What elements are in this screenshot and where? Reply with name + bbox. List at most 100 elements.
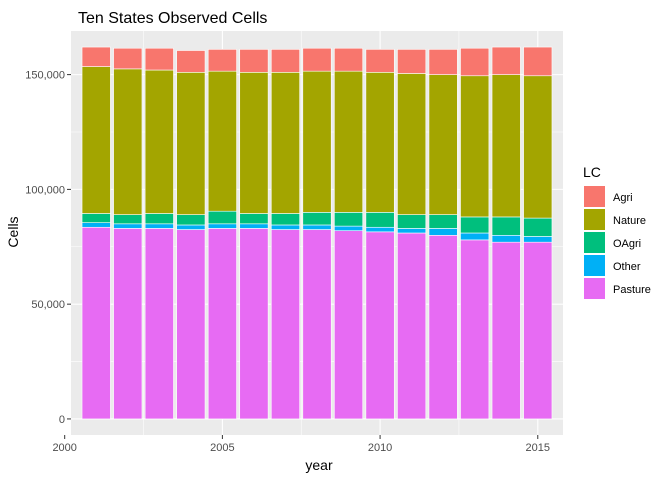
y-tick-label: 50,000: [31, 299, 65, 311]
bar-segment-nature-2010: [365, 72, 395, 213]
bar-segment-nature-2006: [239, 72, 269, 214]
x-axis-title: year: [305, 457, 333, 473]
bar-segment-pasture-2008: [302, 229, 332, 420]
legend-label-pasture: Pasture: [613, 284, 651, 296]
bar-segment-agri-2002: [113, 47, 143, 70]
bar-segment-oagri-2013: [460, 216, 490, 234]
bar-segment-other-2012: [428, 228, 458, 236]
bar-segment-pasture-2002: [113, 228, 143, 420]
legend: LC Agri Nature OAgri Other Pasture: [583, 164, 651, 299]
bar-segment-pasture-2011: [397, 232, 427, 420]
bar-segment-pasture-2014: [491, 241, 521, 420]
bar-segment-agri-2007: [270, 49, 300, 73]
bar-segment-oagri-2012: [428, 214, 458, 229]
bar-segment-nature-2005: [207, 70, 237, 212]
bar-segment-nature-2012: [428, 74, 458, 215]
bar-segment-other-2004: [176, 224, 206, 230]
axes-group: 2000 2005 2010 2015 0 50,000 100,000 150,000: [25, 70, 550, 454]
bar-segment-oagri-2010: [365, 212, 395, 228]
bar-segment-pasture-2006: [239, 228, 269, 420]
bar-segment-other-2011: [397, 228, 427, 234]
bar-segment-agri-2003: [144, 47, 174, 71]
y-tick-label: 0: [59, 414, 65, 426]
bar-segment-oagri-2008: [302, 212, 332, 226]
bar-segment-oagri-2009: [334, 212, 364, 227]
bar-segment-agri-2006: [239, 49, 269, 73]
x-tick-label: 2010: [368, 442, 392, 454]
bar-segment-pasture-2005: [207, 228, 237, 420]
bar-segment-pasture-2007: [270, 229, 300, 420]
bar-segment-agri-2013: [460, 47, 490, 77]
bar-segment-agri-2001: [81, 46, 111, 67]
bar-segment-oagri-2004: [176, 214, 206, 226]
bar-segment-agri-2009: [334, 47, 364, 72]
bar-segment-other-2008: [302, 224, 332, 230]
bar-segment-nature-2013: [460, 75, 490, 218]
bar-segment-oagri-2015: [523, 217, 553, 237]
bar-segment-other-2009: [334, 225, 364, 232]
x-tick-label: 2015: [526, 442, 550, 454]
bar-segment-nature-2002: [113, 68, 143, 215]
bar-segment-pasture-2003: [144, 228, 174, 420]
bar-segment-nature-2007: [270, 72, 300, 214]
bar-segment-agri-2014: [491, 46, 521, 75]
bars-group: [81, 46, 553, 420]
bar-segment-other-2015: [523, 236, 553, 243]
bar-segment-nature-2003: [144, 69, 174, 214]
bar-segment-oagri-2002: [113, 214, 143, 225]
bar-segment-agri-2012: [428, 49, 458, 75]
legend-key-other: [584, 255, 605, 276]
bar-segment-pasture-2013: [460, 239, 490, 420]
bar-segment-other-2013: [460, 232, 490, 241]
legend-key-nature: [584, 209, 605, 230]
x-tick-label: 2000: [52, 442, 76, 454]
legend-key-pasture: [584, 278, 605, 299]
legend-label-other: Other: [613, 261, 641, 273]
bar-segment-nature-2004: [176, 72, 206, 215]
bar-segment-agri-2004: [176, 50, 206, 73]
bar-segment-agri-2015: [523, 46, 553, 77]
bar-segment-other-2007: [270, 224, 300, 230]
bar-segment-pasture-2001: [81, 226, 111, 420]
bar-segment-other-2001: [81, 222, 111, 228]
bar-segment-other-2002: [113, 223, 143, 229]
bar-segment-pasture-2004: [176, 229, 206, 420]
bar-segment-agri-2010: [365, 49, 395, 73]
x-tick-label: 2005: [210, 442, 234, 454]
bar-segment-other-2014: [491, 234, 521, 243]
bar-segment-agri-2008: [302, 47, 332, 72]
bar-segment-nature-2011: [397, 73, 427, 215]
bar-segment-pasture-2010: [365, 231, 395, 420]
bar-segment-pasture-2009: [334, 230, 364, 420]
bar-segment-oagri-2011: [397, 214, 427, 229]
chart-title: Ten States Observed Cells: [78, 10, 267, 27]
bar-segment-agri-2011: [397, 49, 427, 74]
y-axis-title: Cells: [5, 216, 21, 247]
bar-segment-other-2003: [144, 223, 174, 229]
bar-segment-oagri-2014: [491, 216, 521, 236]
bar-segment-other-2010: [365, 226, 395, 233]
legend-title: LC: [583, 164, 601, 180]
bar-segment-agri-2005: [207, 49, 237, 72]
legend-label-oagri: OAgri: [613, 238, 641, 250]
bar-segment-oagri-2003: [144, 213, 174, 225]
bar-segment-nature-2001: [81, 66, 111, 214]
y-tick-label: 150,000: [25, 70, 65, 82]
y-tick-label: 100,000: [25, 184, 65, 196]
bar-segment-other-2005: [207, 223, 237, 229]
legend-label-nature: Nature: [613, 215, 646, 227]
bar-segment-oagri-2001: [81, 213, 111, 223]
legend-label-agri: Agri: [613, 192, 633, 204]
bar-segment-oagri-2005: [207, 210, 237, 225]
bar-segment-nature-2015: [523, 75, 553, 219]
bar-segment-oagri-2006: [239, 213, 269, 225]
bar-segment-pasture-2015: [523, 241, 553, 420]
bar-segment-nature-2009: [334, 70, 364, 213]
bar-segment-oagri-2007: [270, 213, 300, 226]
bar-segment-other-2006: [239, 223, 269, 229]
legend-key-agri: [584, 186, 605, 207]
legend-key-oagri: [584, 232, 605, 253]
bar-segment-nature-2014: [491, 74, 521, 218]
